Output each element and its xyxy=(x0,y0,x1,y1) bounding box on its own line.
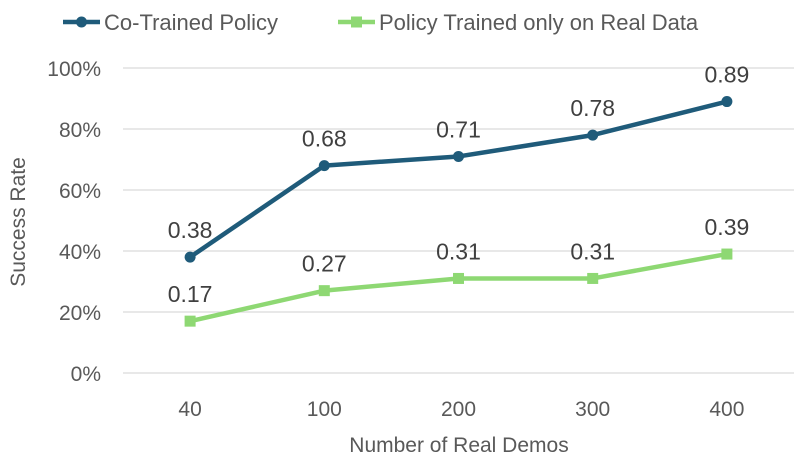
data-point xyxy=(184,315,196,327)
legend-marker xyxy=(351,16,362,28)
data-point xyxy=(587,129,599,141)
y-tick-label: 60% xyxy=(59,180,101,203)
y-tick-label: 40% xyxy=(59,241,101,264)
data-point xyxy=(318,285,330,297)
legend: Co-Trained Policy Policy Trained only on … xyxy=(63,10,699,35)
y-axis-ticks: 0% 20% 40% 60% 80% 100% xyxy=(47,58,101,386)
data-point xyxy=(318,160,330,172)
data-point xyxy=(453,150,464,162)
legend-marker xyxy=(76,16,87,28)
data-label: 0.31 xyxy=(436,238,481,264)
data-label: 0.89 xyxy=(705,62,750,88)
data-label: 0.38 xyxy=(168,217,213,243)
data-point xyxy=(184,251,196,263)
y-tick-label: 80% xyxy=(59,119,101,142)
data-label: 0.31 xyxy=(570,238,615,264)
y-tick-label: 0% xyxy=(71,363,101,386)
data-label: 0.71 xyxy=(436,116,481,142)
x-axis-label: Number of Real Demos xyxy=(349,434,568,457)
data-label: 0.78 xyxy=(570,95,615,121)
x-tick-label: 300 xyxy=(575,398,610,421)
gridlines xyxy=(123,67,794,374)
data-label: 0.17 xyxy=(168,281,213,307)
data-point xyxy=(587,272,599,284)
x-tick-label: 400 xyxy=(709,398,744,421)
y-tick-label: 100% xyxy=(47,58,101,81)
y-axis-label: Success Rate xyxy=(7,157,30,287)
x-tick-label: 100 xyxy=(307,398,342,421)
series-layer xyxy=(184,96,733,327)
data-point xyxy=(453,272,464,284)
x-tick-label: 40 xyxy=(178,398,201,421)
x-tick-label: 200 xyxy=(441,398,476,421)
data-label: 0.68 xyxy=(302,126,347,152)
data-label: 0.39 xyxy=(705,214,750,240)
data-point xyxy=(721,248,733,260)
data-labels: 0.38 0.68 0.71 0.78 0.89 0.17 0.27 0.31 0.31 0.39 xyxy=(168,62,750,308)
legend-label: Co-Trained Policy xyxy=(104,10,278,35)
data-point xyxy=(721,96,733,108)
y-tick-label: 20% xyxy=(59,302,101,325)
data-label: 0.27 xyxy=(302,251,347,277)
x-axis-ticks: 40 100 200 300 400 xyxy=(178,398,744,421)
legend-label: Policy Trained only on Real Data xyxy=(379,10,699,35)
